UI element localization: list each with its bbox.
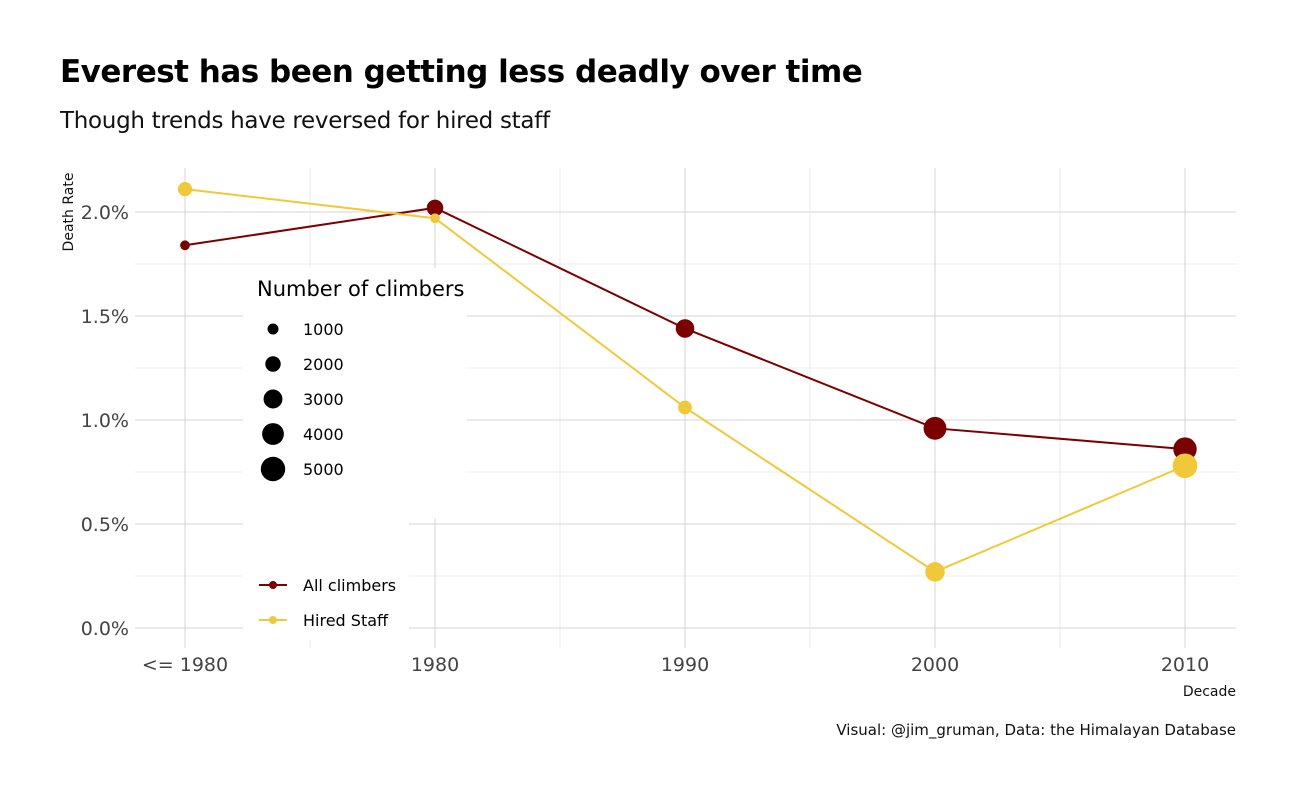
color-legend-key <box>269 581 277 589</box>
data-point <box>177 182 193 197</box>
y-tick-label: 1.0% <box>81 410 129 432</box>
y-tick-label: 2.0% <box>81 202 129 224</box>
size-legend-label: 3000 <box>303 390 344 409</box>
y-axis-title: Death Rate <box>61 173 77 252</box>
data-point <box>180 240 190 251</box>
x-tick-label: 1990 <box>661 654 709 676</box>
color-legend-label: All climbers <box>303 576 396 595</box>
data-point <box>426 199 444 217</box>
size-legend: Number of climbers 1000 2000 3000 4000 5000 <box>257 277 464 482</box>
color-legend: All climbers Hired Staff <box>259 576 396 630</box>
data-point <box>678 400 692 415</box>
size-legend-key <box>262 423 284 445</box>
data-point <box>923 416 947 440</box>
data-point <box>675 319 695 338</box>
x-axis-ticks: <= 1980 1980 1990 2000 2010 <box>142 654 1209 676</box>
size-legend-label: 4000 <box>303 425 344 444</box>
size-legend-label: 2000 <box>303 355 344 374</box>
size-legend-key <box>260 456 286 482</box>
chart-title: Everest has been getting less deadly ove… <box>60 54 863 90</box>
size-legend-key <box>265 356 281 372</box>
size-legend-label: 5000 <box>303 460 344 479</box>
x-tick-label: 2010 <box>1161 654 1209 676</box>
x-tick-label: 1980 <box>411 654 459 676</box>
x-axis-title: Decade <box>1183 684 1236 700</box>
x-tick-label: <= 1980 <box>142 654 228 676</box>
y-tick-label: 0.0% <box>81 618 129 640</box>
data-point <box>1172 453 1198 479</box>
data-point <box>925 562 945 582</box>
y-axis-ticks: 0.0% 0.5% 1.0% 1.5% 2.0% <box>81 202 129 640</box>
y-tick-label: 1.5% <box>81 306 129 328</box>
series-group <box>177 182 1198 582</box>
size-legend-key <box>267 323 279 335</box>
color-legend-label: Hired Staff <box>303 611 389 630</box>
chart-caption: Visual: @jim_gruman, Data: the Himalayan… <box>836 721 1236 740</box>
size-legend-title: Number of climbers <box>257 277 464 301</box>
y-tick-label: 0.5% <box>81 514 129 536</box>
data-point <box>430 213 440 224</box>
color-legend-key <box>269 616 277 624</box>
size-legend-key <box>263 389 283 409</box>
chart-subtitle: Though trends have reversed for hired st… <box>60 108 550 134</box>
size-legend-label: 1000 <box>303 320 344 339</box>
x-tick-label: 2000 <box>911 654 959 676</box>
